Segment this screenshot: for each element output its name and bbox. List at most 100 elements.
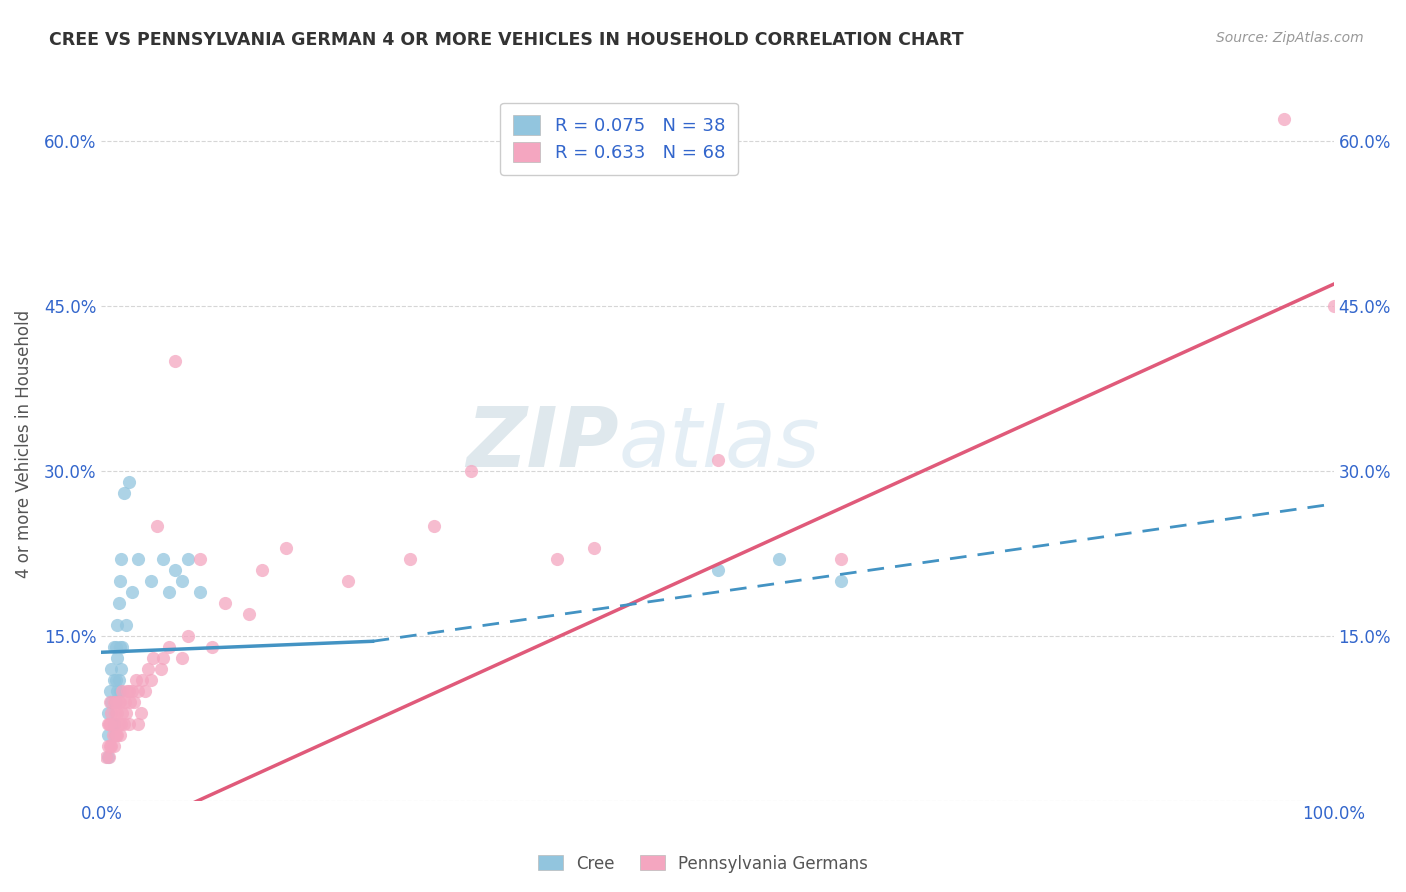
Point [238, 607, 260, 621]
Point [108, 695, 131, 709]
Point [152, 650, 174, 665]
Point [107, 596, 129, 610]
Text: ZIP: ZIP [467, 403, 619, 484]
Point [139, 673, 162, 687]
Point [134, 683, 156, 698]
Point [103, 695, 125, 709]
Point [98, 739, 121, 753]
Legend: R = 0.075   N = 38, R = 0.633   N = 68: R = 0.075 N = 38, R = 0.633 N = 68 [501, 103, 738, 175]
Point [157, 640, 180, 654]
Point [152, 552, 174, 566]
Point [105, 640, 128, 654]
Point [177, 552, 200, 566]
Point [127, 716, 149, 731]
Point [149, 662, 172, 676]
Point [97, 706, 120, 720]
Point [105, 728, 128, 742]
Point [97, 716, 120, 731]
Point [114, 695, 136, 709]
Point [98, 683, 121, 698]
Point [112, 716, 135, 731]
Point [142, 650, 165, 665]
Point [104, 706, 127, 720]
Point [423, 519, 446, 533]
Point [214, 596, 236, 610]
Point [103, 640, 125, 654]
Point [107, 617, 129, 632]
Point [830, 552, 852, 566]
Point [121, 584, 143, 599]
Point [108, 728, 131, 742]
Point [1272, 112, 1295, 127]
Point [101, 728, 124, 742]
Point [97, 749, 120, 764]
Point [830, 574, 852, 588]
Point [103, 716, 125, 731]
Point [188, 552, 211, 566]
Point [117, 683, 139, 698]
Point [125, 673, 148, 687]
Point [97, 749, 120, 764]
Point [706, 453, 728, 467]
Point [188, 584, 211, 599]
Point [98, 695, 121, 709]
Point [117, 683, 139, 698]
Y-axis label: 4 or more Vehicles in Household: 4 or more Vehicles in Household [15, 310, 32, 577]
Point [107, 650, 129, 665]
Point [110, 552, 132, 566]
Point [115, 706, 138, 720]
Point [100, 662, 122, 676]
Point [706, 563, 728, 577]
Point [98, 716, 121, 731]
Point [111, 640, 134, 654]
Point [97, 728, 120, 742]
Text: Source: ZipAtlas.com: Source: ZipAtlas.com [1216, 31, 1364, 45]
Point [127, 552, 149, 566]
Point [115, 617, 138, 632]
Point [136, 662, 159, 676]
Point [122, 695, 145, 709]
Point [117, 716, 139, 731]
Point [117, 475, 139, 489]
Point [112, 486, 135, 500]
Point [107, 716, 129, 731]
Point [768, 552, 790, 566]
Point [107, 695, 129, 709]
Point [460, 464, 482, 478]
Point [107, 683, 129, 698]
Point [1323, 299, 1346, 313]
Point [118, 695, 141, 709]
Point [111, 706, 134, 720]
Point [110, 662, 132, 676]
Point [104, 728, 127, 742]
Text: CREE VS PENNSYLVANIA GERMAN 4 OR MORE VEHICLES IN HOUSEHOLD CORRELATION CHART: CREE VS PENNSYLVANIA GERMAN 4 OR MORE VE… [49, 31, 965, 49]
Point [107, 728, 129, 742]
Point [170, 574, 193, 588]
Point [121, 683, 143, 698]
Point [170, 650, 193, 665]
Point [97, 716, 120, 731]
Point [201, 640, 224, 654]
Point [105, 695, 128, 709]
Point [108, 683, 131, 698]
Point [100, 695, 122, 709]
Point [100, 706, 122, 720]
Point [398, 552, 420, 566]
Legend: Cree, Pennsylvania Germans: Cree, Pennsylvania Germans [531, 848, 875, 880]
Point [177, 629, 200, 643]
Point [103, 716, 125, 731]
Point [165, 354, 187, 368]
Point [583, 541, 606, 555]
Point [107, 706, 129, 720]
Point [97, 739, 120, 753]
Point [146, 519, 169, 533]
Point [165, 563, 187, 577]
Text: atlas: atlas [619, 403, 821, 484]
Point [129, 706, 152, 720]
Point [139, 574, 162, 588]
Point [108, 574, 131, 588]
Point [336, 574, 359, 588]
Point [250, 563, 273, 577]
Point [157, 584, 180, 599]
Point [131, 673, 153, 687]
